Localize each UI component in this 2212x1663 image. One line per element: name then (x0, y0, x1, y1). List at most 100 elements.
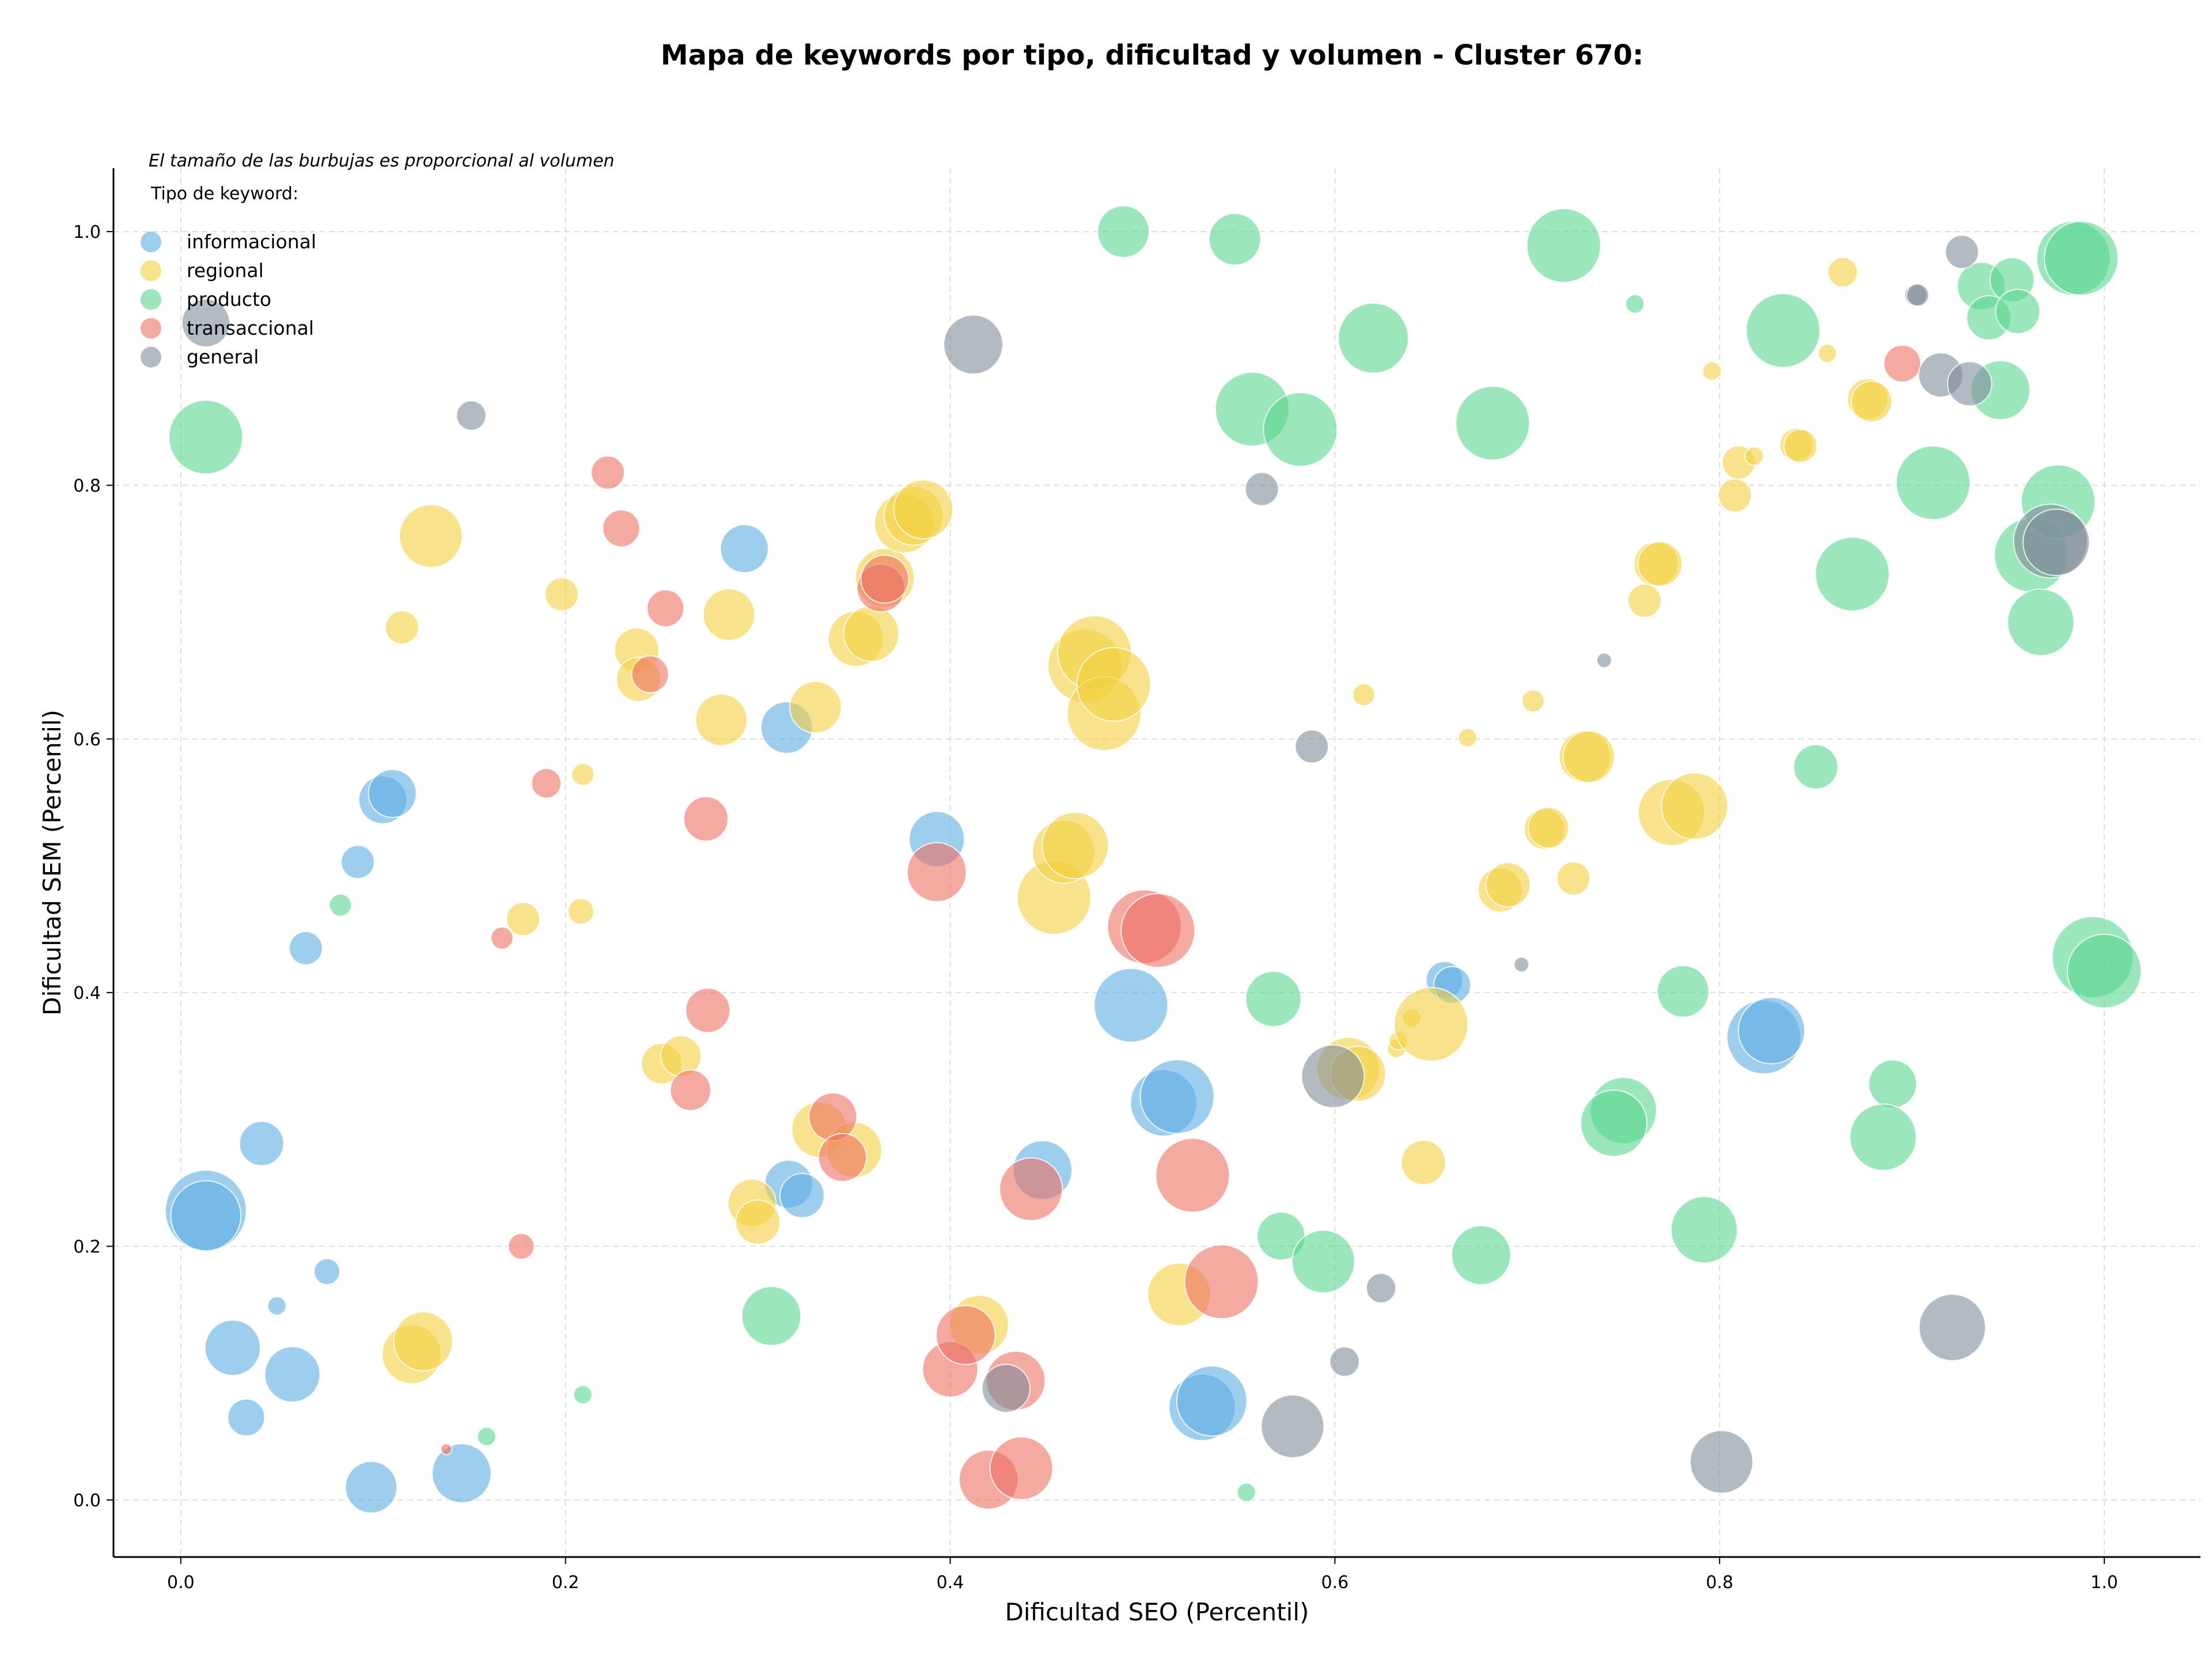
bubble-general (456, 400, 487, 431)
y-tick-label: 0.8 (73, 476, 101, 496)
bubble-regional (1521, 689, 1545, 713)
bubble-producto (1455, 385, 1531, 461)
bubble-transaccional (646, 589, 685, 627)
chart-title: Mapa de keywords por tipo, dificultad y … (660, 39, 1644, 71)
bubble-regional (385, 610, 419, 645)
bubble-informacional (289, 931, 323, 965)
bubble-general (181, 298, 230, 348)
bubble-transaccional (685, 987, 731, 1033)
bubble-regional (567, 897, 594, 925)
bubble-regional (1744, 446, 1764, 466)
bubble-producto (1793, 744, 1839, 790)
bubble-regional (893, 479, 954, 540)
bubble-regional (544, 577, 579, 612)
bubble-general (1945, 234, 1979, 270)
bubble-regional (1400, 1139, 1446, 1185)
bubble-general (1294, 729, 1330, 764)
bubble-regional (843, 605, 900, 662)
bubble-informacional (1093, 968, 1169, 1043)
bubble-transaccional (602, 509, 641, 548)
bubble-transaccional (1184, 1244, 1259, 1320)
bubble-regional (1637, 541, 1683, 587)
legend-item-producto: producto (141, 288, 271, 310)
bubble-producto (1745, 293, 1821, 368)
bubble-producto (1451, 1225, 1512, 1286)
bubble-producto (1849, 1103, 1917, 1171)
bubble-informacional (368, 768, 417, 819)
legend-item-transaccional: transaccional (141, 317, 314, 339)
bubble-producto (573, 1385, 593, 1405)
bubble-producto (1097, 205, 1150, 258)
legend-item-regional: regional (141, 259, 264, 282)
bubble-producto (1245, 971, 1302, 1028)
x-tick-label: 0.2 (552, 1573, 579, 1593)
bubble-producto (2007, 588, 2075, 656)
bubble-informacional (779, 1173, 825, 1218)
bubble-informacional (431, 1443, 492, 1503)
bubble-producto (1338, 302, 1409, 374)
bubble-regional (1485, 862, 1531, 908)
legend-label-transaccional: transaccional (187, 317, 314, 339)
bubble-regional (1817, 343, 1838, 363)
bubble-producto (328, 893, 353, 917)
y-tick-label: 0.4 (73, 983, 101, 1003)
y-tick-label: 0.6 (73, 730, 101, 750)
bubble-general (1513, 956, 1530, 973)
bubble-transaccional (808, 1092, 858, 1142)
bubble-general (1301, 1044, 1365, 1108)
bubble-transaccional (683, 796, 729, 842)
bubble-regional (702, 588, 756, 641)
bubble-informacional (170, 1180, 242, 1252)
bubble-producto (1208, 213, 1262, 266)
bubble-informacional (264, 1346, 321, 1403)
x-tick-label: 0.4 (937, 1573, 964, 1593)
bubble-regional (393, 1311, 453, 1372)
bubble-transaccional (507, 1233, 535, 1260)
bubble-regional (695, 694, 748, 747)
bubble-producto (476, 1426, 497, 1446)
legend-marker-producto (141, 289, 161, 310)
y-tick-label: 1.0 (73, 222, 101, 243)
bubble-regional (1627, 584, 1662, 618)
bubble-producto (2044, 221, 2119, 296)
bubble-informacional (227, 1398, 266, 1437)
bubble-transaccional (440, 1443, 453, 1456)
bubble-regional (735, 1199, 781, 1245)
bubble-producto (1868, 1059, 1918, 1109)
bubble-producto (168, 399, 244, 475)
bubble-informacional (344, 1461, 398, 1514)
bubble-regional (1702, 361, 1722, 381)
legend-item-informacional: informacional (141, 230, 316, 253)
bubble-informacional (1737, 997, 1805, 1065)
bubble-producto (1657, 965, 1710, 1018)
x-tick-label: 0.8 (1706, 1573, 1733, 1593)
bubble-regional (1352, 683, 1376, 707)
bubble-regional (1718, 478, 1752, 513)
bubble-general (1329, 1346, 1360, 1377)
legend-marker-informacional (141, 232, 161, 252)
bubble-general (1918, 1293, 1986, 1362)
legend-marker-general (141, 347, 161, 368)
bubble-producto (1625, 294, 1645, 314)
bubble-size-note: El tamaño de las burbujas es proporciona… (149, 151, 615, 171)
legend-item-general: general (141, 346, 259, 368)
bubble-regional (1827, 256, 1858, 288)
bubble-regional (1457, 728, 1478, 748)
bubble-informacional (719, 524, 769, 574)
bubble-regional (1850, 380, 1893, 423)
y-axis-title: Dificultad SEM (Percentil) (38, 710, 66, 1016)
legend-label-producto: producto (187, 288, 271, 310)
bubble-transaccional (817, 1132, 868, 1183)
bubble-transaccional (531, 768, 562, 799)
bubble-transaccional (669, 1069, 712, 1111)
bubble-informacional (1176, 1365, 1248, 1437)
bubble-regional (1661, 772, 1729, 840)
bubble-transaccional (631, 655, 669, 694)
bubble-producto (741, 1286, 802, 1346)
bubble-producto (1236, 1482, 1256, 1502)
axes: 0.0 0.2 0.4 0.6 0.8 1.0 0.0 0.2 0.4 0.6 0.8 1.0 Difi… (38, 168, 2200, 1626)
legend-title: Tipo de keyword: (150, 184, 298, 204)
bubble-transaccional (860, 554, 910, 604)
legend-marker-transaccional (141, 318, 161, 339)
